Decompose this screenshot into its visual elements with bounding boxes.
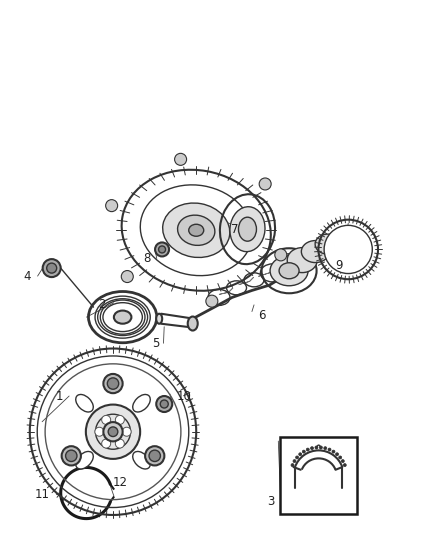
Ellipse shape [177,215,215,245]
Text: 1: 1 [55,390,63,402]
Circle shape [102,415,111,424]
Ellipse shape [76,394,93,412]
Circle shape [341,459,344,463]
Circle shape [296,456,299,459]
Circle shape [115,415,124,424]
Text: 12: 12 [113,476,128,489]
Bar [280,437,357,514]
Ellipse shape [133,394,150,412]
Ellipse shape [76,451,93,469]
Circle shape [95,427,104,436]
Circle shape [62,446,81,465]
Circle shape [42,259,61,277]
Ellipse shape [238,217,257,241]
Ellipse shape [315,234,340,254]
Circle shape [155,243,169,256]
Ellipse shape [301,240,329,263]
Circle shape [115,439,124,448]
Ellipse shape [114,311,131,324]
Circle shape [122,427,131,436]
Polygon shape [239,277,254,285]
Circle shape [324,225,372,273]
Text: 8: 8 [143,252,150,265]
Polygon shape [294,253,309,261]
Circle shape [47,263,57,273]
Circle shape [149,450,160,462]
Text: 9: 9 [335,259,343,272]
Circle shape [332,450,335,453]
Text: 2: 2 [98,298,106,311]
Circle shape [156,396,172,412]
Text: 5: 5 [152,337,159,350]
Circle shape [302,450,305,453]
Text: 6: 6 [258,309,266,322]
Circle shape [159,246,166,253]
Ellipse shape [162,203,230,257]
Ellipse shape [133,451,150,469]
Text: 11: 11 [35,488,50,501]
Polygon shape [278,261,296,270]
Circle shape [343,464,346,466]
Circle shape [102,439,111,448]
Circle shape [328,448,331,451]
Ellipse shape [230,207,265,252]
Circle shape [66,450,77,462]
Circle shape [306,448,309,451]
Circle shape [336,453,339,456]
Circle shape [121,271,133,282]
Polygon shape [219,288,233,294]
Circle shape [108,427,118,437]
Ellipse shape [188,317,198,330]
Ellipse shape [270,256,308,286]
Circle shape [293,459,296,463]
Circle shape [175,154,187,165]
Circle shape [160,400,168,408]
Circle shape [145,446,164,465]
Circle shape [299,453,302,456]
Circle shape [319,446,322,449]
Circle shape [275,249,287,261]
Circle shape [339,456,342,459]
Circle shape [324,447,327,450]
Text: 7: 7 [230,223,238,236]
Text: 3: 3 [267,495,274,507]
Circle shape [103,422,123,441]
Circle shape [106,200,118,212]
Ellipse shape [287,248,317,272]
Circle shape [291,464,294,466]
Circle shape [259,178,271,190]
Circle shape [103,374,123,393]
Text: 4: 4 [24,270,32,282]
Circle shape [311,447,314,450]
Circle shape [206,295,218,307]
Circle shape [315,446,318,449]
Circle shape [86,405,140,459]
Circle shape [107,378,119,389]
Ellipse shape [279,263,299,279]
Polygon shape [258,269,273,277]
Ellipse shape [156,314,162,324]
Ellipse shape [189,224,204,236]
Text: 10: 10 [177,390,191,402]
